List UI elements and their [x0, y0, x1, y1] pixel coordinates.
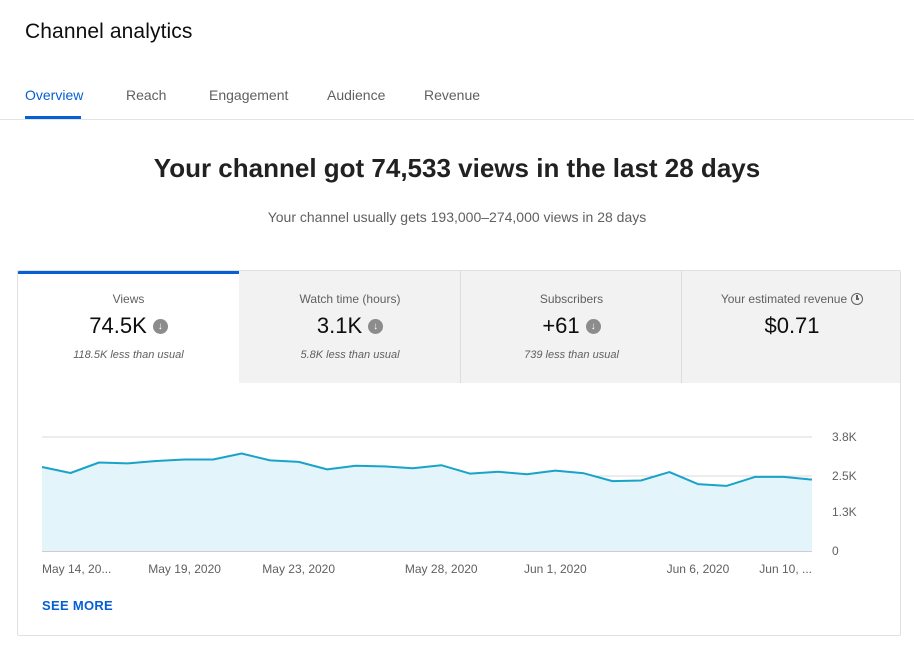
data-point[interactable] [296, 459, 301, 464]
data-point[interactable] [553, 468, 558, 473]
arrow-down-icon: ↓ [152, 318, 168, 334]
clock-icon [851, 293, 864, 305]
tab-engagement[interactable]: Engagement [209, 87, 289, 103]
tab-revenue[interactable]: Revenue [424, 87, 481, 103]
summary-subline: Your channel usually gets 193,000–274,00… [267, 209, 647, 225]
data-point[interactable] [781, 474, 786, 479]
data-point[interactable] [810, 477, 815, 482]
data-point[interactable] [439, 463, 444, 468]
data-point[interactable] [524, 472, 529, 477]
metric-label: Your estimated revenue [720, 292, 848, 306]
data-point[interactable] [581, 471, 586, 476]
see-more-link[interactable]: SEE MORE [42, 598, 114, 613]
metric-note: 118.5K less than usual [73, 349, 184, 361]
arrow-down-icon: ↓ [585, 318, 601, 334]
page-title: Channel analytics [25, 20, 193, 43]
data-point[interactable] [610, 479, 615, 484]
data-point[interactable] [154, 459, 159, 464]
data-point[interactable] [239, 451, 244, 456]
metric-note: 5.8K less than usual [300, 349, 400, 361]
data-point[interactable] [382, 464, 387, 469]
metric-card-revenue[interactable]: Your estimated revenue $0.71 [682, 271, 900, 383]
x-tick-label: May 23, 2020 [262, 562, 335, 576]
tab-reach[interactable]: Reach [126, 87, 167, 103]
active-tab-indicator [25, 116, 81, 119]
y-tick-label: 1.3K [832, 505, 857, 519]
data-point[interactable] [40, 465, 45, 470]
metric-value: $0.71 [764, 313, 820, 338]
data-point[interactable] [467, 471, 472, 476]
tab-audience[interactable]: Audience [327, 87, 386, 103]
tab-bar: Overview Reach Engagement Audience Reven… [0, 70, 914, 120]
x-tick-label: Jun 1, 2020 [524, 562, 587, 576]
metric-value: +61 [542, 313, 580, 338]
data-point[interactable] [752, 474, 757, 479]
arrow-down-icon: ↓ [368, 318, 384, 334]
y-tick-label: 3.8K [832, 430, 857, 444]
data-point[interactable] [353, 463, 358, 468]
data-point[interactable] [695, 482, 700, 487]
y-tick-label: 2.5K [832, 469, 857, 483]
data-point[interactable] [638, 478, 643, 483]
metric-value: 3.1K [316, 313, 363, 338]
data-point[interactable] [496, 469, 501, 474]
x-tick-label: May 19, 2020 [148, 562, 221, 576]
metric-card-subscribers[interactable]: Subscribers +61 ↓ 739 less than usual [461, 271, 682, 383]
tab-overview[interactable]: Overview [25, 87, 84, 103]
x-tick-label: Jun 6, 2020 [667, 562, 730, 576]
data-point[interactable] [125, 461, 130, 466]
summary-headline: Your channel got 74,533 views in the las… [153, 153, 761, 183]
data-point[interactable] [325, 467, 330, 472]
metric-value: 74.5K [89, 313, 147, 338]
metric-label: Watch time (hours) [299, 292, 401, 306]
analytics-card: Views 74.5K ↓ 118.5K less than usual Wat… [17, 270, 901, 636]
divider [460, 271, 461, 383]
views-area [42, 453, 812, 551]
data-point[interactable] [68, 471, 73, 476]
views-line [41, 452, 813, 487]
metric-label-row: Your estimated revenue [682, 292, 900, 306]
metric-label: Subscribers [539, 292, 604, 306]
data-point[interactable] [268, 458, 273, 463]
divider [681, 271, 682, 383]
metric-label: Views [112, 292, 145, 306]
x-tick-label: May 28, 2020 [405, 562, 478, 576]
data-point[interactable] [182, 457, 187, 462]
data-point[interactable] [724, 483, 729, 488]
metric-card-views[interactable]: Views 74.5K ↓ 118.5K less than usual [18, 271, 239, 383]
x-tick-label: Jun 10, ... [759, 562, 812, 576]
y-tick-label: 0 [832, 544, 839, 558]
x-tick-label: May 14, 20... [42, 562, 111, 576]
data-point[interactable] [97, 460, 102, 465]
data-point[interactable] [667, 470, 672, 475]
selected-metric-indicator [18, 271, 239, 274]
metric-card-watch-time[interactable]: Watch time (hours) 3.1K ↓ 5.8K less than… [239, 271, 461, 383]
metric-note: 739 less than usual [524, 349, 619, 361]
data-point[interactable] [211, 457, 216, 462]
data-point[interactable] [410, 466, 415, 471]
